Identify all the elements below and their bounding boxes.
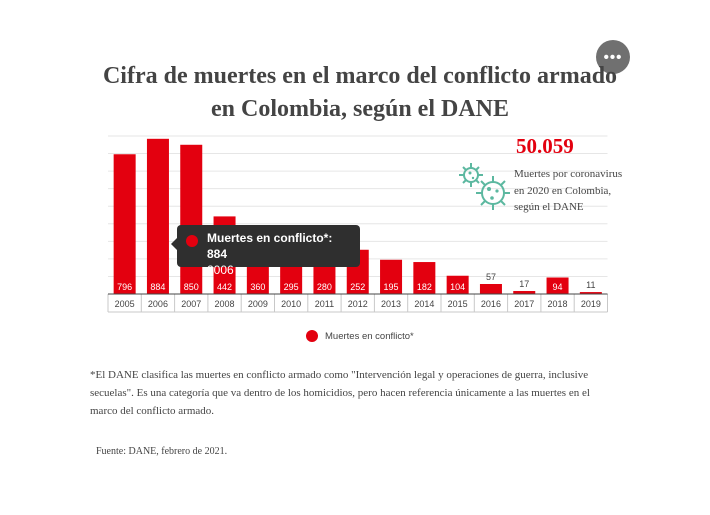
bar[interactable] xyxy=(513,291,536,294)
data-label: 884 xyxy=(150,282,165,292)
x-tick-label: 2008 xyxy=(215,299,235,309)
data-label: 850 xyxy=(184,282,199,292)
data-label: 280 xyxy=(317,282,332,292)
x-tick-label: 2009 xyxy=(248,299,268,309)
chart-legend[interactable]: Muertes en conflicto* xyxy=(306,330,414,342)
data-label: 11 xyxy=(586,280,595,290)
bar[interactable] xyxy=(180,144,203,294)
callout-value: 50.059 xyxy=(516,134,574,158)
source-note: Fuente: DANE, febrero de 2021. xyxy=(96,446,228,457)
bar[interactable] xyxy=(479,283,502,294)
footnote: *El DANE clasifica las muertes en confli… xyxy=(90,369,590,417)
x-tick-label: 2012 xyxy=(348,299,368,309)
x-tick-label: 2016 xyxy=(481,299,501,309)
tooltip-value: Muertes en conflicto*: 884 xyxy=(207,231,333,261)
x-tick-label: 2015 xyxy=(448,299,468,309)
data-label: 195 xyxy=(384,282,399,292)
x-tick-label: 2005 xyxy=(115,299,135,309)
data-label: 295 xyxy=(284,282,299,292)
x-tick-label: 2014 xyxy=(414,299,434,309)
callout-text: Muertes por coronavirus en 2020 en Colom… xyxy=(514,168,623,213)
x-tick-label: 2010 xyxy=(281,299,301,309)
bar[interactable] xyxy=(579,292,602,294)
x-tick-label: 2019 xyxy=(581,299,601,309)
x-tick-label: 2018 xyxy=(548,299,568,309)
chart-title: Cifra de muertes en el marco del conflic… xyxy=(102,63,618,122)
bar[interactable] xyxy=(380,259,403,294)
data-label: 796 xyxy=(117,282,132,292)
data-label: 94 xyxy=(553,282,563,292)
data-label: 252 xyxy=(350,282,365,292)
legend-label: Muertes en conflicto* xyxy=(325,330,414,342)
chart-tooltip: Muertes en conflicto*: 884 2006 xyxy=(171,225,360,277)
bar[interactable] xyxy=(446,275,469,294)
x-tick-label: 2017 xyxy=(514,299,534,309)
legend-marker xyxy=(306,330,318,342)
coronavirus-icon xyxy=(459,163,510,210)
data-label: 104 xyxy=(450,282,465,292)
bar[interactable] xyxy=(546,277,569,294)
x-tick-label: 2007 xyxy=(181,299,201,309)
bar[interactable] xyxy=(113,154,136,294)
tooltip-category: 2006 xyxy=(207,263,234,277)
bar[interactable] xyxy=(146,138,169,294)
x-tick-label: 2006 xyxy=(148,299,168,309)
x-tick-label: 2011 xyxy=(315,299,334,309)
tooltip-series-marker xyxy=(186,235,198,247)
more-options-label: ••• xyxy=(603,48,623,66)
data-label: 17 xyxy=(519,279,529,289)
more-options-button[interactable]: ••• xyxy=(596,40,630,74)
data-label: 57 xyxy=(486,272,496,282)
data-label: 360 xyxy=(250,282,265,292)
bar[interactable] xyxy=(413,262,436,294)
data-label: 182 xyxy=(417,282,432,292)
x-tick-label: 2013 xyxy=(381,299,401,309)
data-label: 442 xyxy=(217,282,232,292)
